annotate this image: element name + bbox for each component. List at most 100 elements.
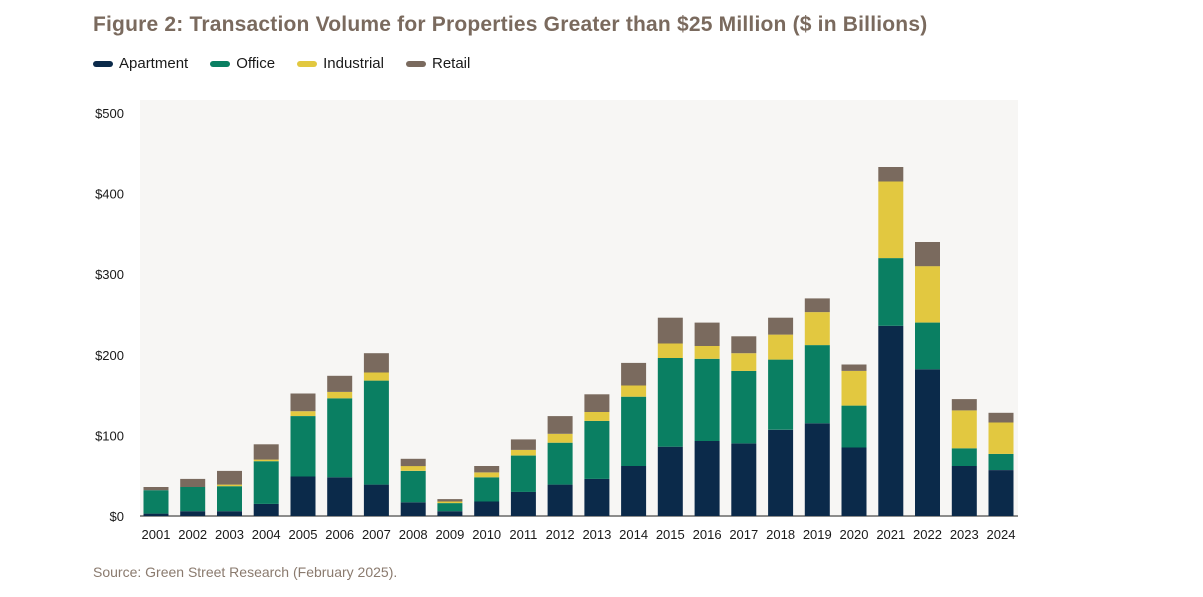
bar-apartment-2016: [694, 441, 720, 516]
x-tick-label: 2007: [362, 527, 391, 542]
bars-group: [143, 167, 1014, 516]
bar-apartment-2015: [657, 446, 683, 516]
bar-office-2006: [327, 398, 353, 478]
x-tick-label: 2023: [950, 527, 979, 542]
bar-industrial-2004: [253, 459, 279, 462]
y-tick-label: $400: [95, 187, 124, 202]
bar-retail-2009: [437, 499, 463, 502]
bar-apartment-2014: [621, 466, 647, 516]
bar-apartment-2006: [327, 477, 353, 516]
bar-retail-2015: [657, 317, 683, 344]
x-tick-label: 2018: [766, 527, 795, 542]
bar-industrial-2007: [363, 372, 389, 381]
bar-apartment-2003: [217, 511, 242, 516]
bar-office-2023: [951, 448, 977, 466]
bar-apartment-2021: [878, 325, 904, 516]
bar-apartment-2024: [988, 470, 1014, 516]
x-tick-label: 2012: [546, 527, 575, 542]
bar-industrial-2023: [951, 410, 977, 449]
bar-retail-2008: [400, 458, 426, 467]
x-tick-label: 2016: [693, 527, 722, 542]
bar-industrial-2010: [474, 472, 500, 478]
legend-label-retail: Retail: [431, 55, 471, 72]
bar-retail-2021: [878, 167, 904, 182]
legend-item-office: Office: [210, 55, 275, 72]
bar-office-2018: [768, 359, 794, 430]
x-tick-label: 2014: [619, 527, 648, 542]
bar-office-2021: [878, 258, 904, 326]
bar-office-2010: [474, 477, 500, 502]
bar-office-2004: [253, 461, 279, 504]
x-tick-label: 2003: [215, 527, 244, 542]
bar-industrial-2006: [327, 391, 353, 399]
bar-industrial-2024: [988, 422, 1014, 454]
bar-office-2001: [143, 490, 169, 514]
bar-apartment-2018: [768, 429, 794, 516]
bar-retail-2022: [915, 242, 940, 267]
bar-office-2009: [437, 503, 463, 512]
bar-retail-2002: [180, 478, 206, 487]
bar-office-2022: [915, 322, 940, 370]
y-axis-ticks: $0 $100 $200 $300 $400 $500: [95, 106, 124, 524]
bar-industrial-2008: [400, 466, 426, 471]
bar-office-2002: [180, 487, 206, 512]
x-tick-label: 2022: [913, 527, 942, 542]
bar-apartment-2020: [841, 447, 867, 516]
bar-industrial-2014: [621, 385, 647, 397]
bar-industrial-2018: [768, 334, 794, 360]
legend-item-apartment: Apartment: [93, 55, 188, 72]
bar-office-2008: [400, 470, 426, 503]
bar-retail-2013: [584, 394, 610, 412]
bar-retail-2017: [731, 336, 757, 354]
x-tick-label: 2013: [582, 527, 611, 542]
x-tick-label: 2002: [178, 527, 207, 542]
bar-industrial-2012: [547, 433, 573, 443]
bar-office-2003: [217, 486, 242, 512]
x-tick-label: 2011: [509, 527, 537, 542]
bar-office-2020: [841, 405, 867, 448]
bar-retail-2023: [951, 399, 977, 411]
bar-industrial-2020: [841, 370, 867, 406]
legend-swatch-apartment: [93, 60, 113, 67]
x-tick-label: 2009: [435, 527, 464, 542]
bar-industrial-2013: [584, 412, 610, 421]
bar-retail-2020: [841, 364, 867, 371]
bar-industrial-2017: [731, 353, 757, 371]
bar-apartment-2005: [290, 476, 316, 516]
legend-label-office: Office: [236, 55, 276, 72]
y-tick-label: $100: [95, 428, 124, 443]
bar-office-2011: [510, 455, 536, 492]
bar-apartment-2002: [180, 511, 206, 516]
bar-apartment-2008: [400, 502, 426, 516]
x-axis-ticks: 2001 2002 2003 2004 2005 2006 2007 2008 2009 2010…: [142, 527, 1016, 542]
bar-retail-2001: [143, 487, 169, 491]
x-tick-label: 2005: [289, 527, 318, 542]
x-tick-label: 2017: [729, 527, 758, 542]
bar-office-2005: [290, 416, 316, 477]
bar-retail-2012: [547, 416, 573, 434]
bar-apartment-2007: [363, 484, 389, 516]
bar-retail-2007: [363, 353, 389, 373]
bar-retail-2024: [988, 412, 1014, 423]
bar-retail-2019: [804, 298, 830, 313]
bar-retail-2004: [253, 444, 279, 460]
bar-office-2014: [621, 396, 647, 466]
plot-background: [140, 100, 1018, 517]
bar-office-2007: [363, 380, 389, 485]
bar-office-2019: [804, 345, 830, 424]
bar-office-2012: [547, 442, 573, 485]
bar-retail-2011: [510, 439, 536, 450]
bar-industrial-2011: [510, 449, 536, 456]
legend: Apartment Office Industrial Retail: [93, 55, 470, 72]
x-tick-label: 2001: [142, 527, 171, 542]
bar-retail-2003: [217, 470, 242, 485]
legend-label-industrial: Industrial: [323, 55, 384, 72]
bar-retail-2014: [621, 362, 647, 386]
legend-swatch-office: [210, 60, 231, 67]
bar-apartment-2011: [510, 491, 536, 516]
bar-retail-2005: [290, 393, 316, 412]
x-tick-label: 2019: [803, 527, 832, 542]
legend-item-retail: Retail: [405, 55, 471, 72]
bar-apartment-2012: [547, 484, 573, 516]
